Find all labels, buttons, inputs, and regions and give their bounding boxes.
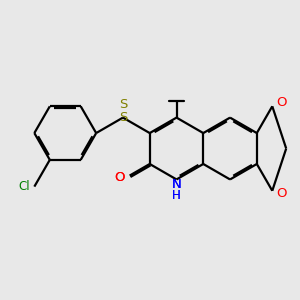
Text: Cl: Cl	[18, 180, 30, 193]
Circle shape	[127, 159, 140, 172]
Text: O: O	[277, 96, 287, 109]
Text: H: H	[172, 189, 181, 202]
Text: S: S	[119, 98, 127, 111]
Text: N: N	[172, 178, 182, 191]
Text: H: H	[172, 189, 181, 202]
Text: O: O	[277, 187, 287, 200]
Text: S: S	[119, 111, 127, 124]
Text: N: N	[172, 178, 182, 191]
Text: O: O	[114, 171, 124, 184]
Circle shape	[116, 111, 129, 124]
Text: O: O	[114, 171, 124, 184]
Circle shape	[170, 173, 183, 186]
